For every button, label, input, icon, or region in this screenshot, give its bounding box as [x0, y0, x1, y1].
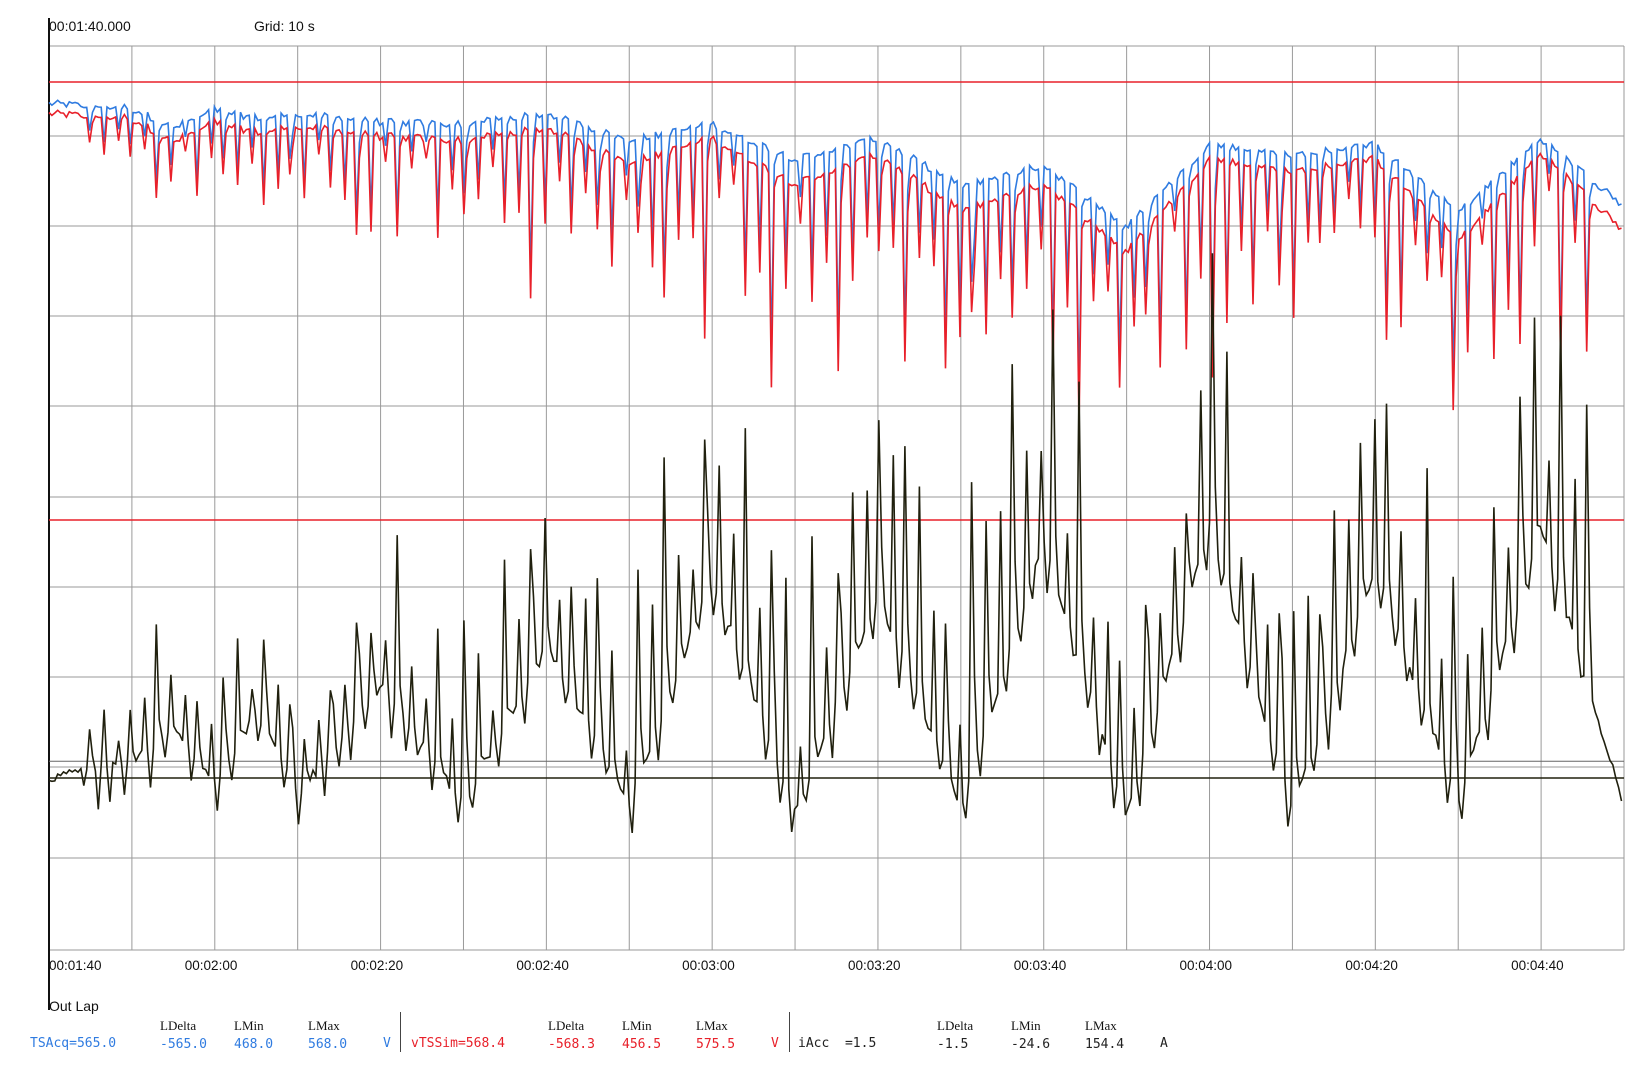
tsacq-value: TSAcq=565.0 — [30, 1036, 117, 1051]
stat-header-ldelta: LDelta — [160, 1018, 197, 1033]
x-tick-label: 00:03:40 — [1014, 958, 1067, 973]
vtssim-lmin: 456.5 — [622, 1037, 662, 1052]
cursor-time: 00:01:40.000 — [49, 18, 131, 34]
series-line-iacc — [48, 253, 1623, 833]
stat-header-lmax: LMax — [696, 1018, 728, 1033]
stats-separator — [789, 1012, 790, 1052]
x-tick-label: 00:02:00 — [185, 958, 238, 973]
stat-header-lmin: LMin — [234, 1018, 264, 1033]
stats-separator — [400, 1012, 401, 1052]
iacc-ldelta: -1.5 — [937, 1037, 969, 1052]
iacc-lmin: -24.6 — [1011, 1037, 1051, 1052]
x-tick-label: 00:04:00 — [1180, 958, 1233, 973]
stat-header-lmax: LMax — [308, 1018, 340, 1033]
series-line-vtssim — [48, 109, 1622, 427]
tsacq-ldelta: -565.0 — [160, 1037, 207, 1052]
x-tick-label: 00:04:20 — [1345, 958, 1398, 973]
vtssim-lmax: 575.5 — [696, 1037, 736, 1052]
iacc-unit: A — [1160, 1036, 1168, 1051]
tsacq-lmax: 568.0 — [308, 1037, 348, 1052]
x-tick-label: 00:02:40 — [516, 958, 569, 973]
tsacq-unit: V — [383, 1036, 391, 1051]
iacc-lmax: 154.4 — [1085, 1037, 1125, 1052]
x-tick-label: 00:04:40 — [1511, 958, 1564, 973]
x-tick-labels: 00:01:40 00:02:00 00:02:20 00:02:40 00:03:00… — [49, 958, 1564, 973]
stat-header-ldelta: LDelta — [937, 1018, 974, 1033]
stat-header-lmin: LMin — [1011, 1018, 1041, 1033]
stat-header-lmax: LMax — [1085, 1018, 1117, 1033]
vtssim-value: vTSSim=568.4 — [411, 1036, 505, 1051]
x-tick-label: 00:03:00 — [682, 958, 735, 973]
vtssim-unit: V — [771, 1036, 779, 1051]
stat-header-lmin: LMin — [622, 1018, 652, 1033]
lap-label: Out Lap — [49, 998, 99, 1014]
x-tick-label: 00:02:20 — [351, 958, 404, 973]
vtssim-ldelta: -568.3 — [548, 1037, 595, 1052]
series-traces — [48, 99, 1623, 833]
stat-header-ldelta: LDelta — [548, 1018, 585, 1033]
x-tick-label: 00:03:20 — [848, 958, 901, 973]
tsacq-lmin: 468.0 — [234, 1037, 274, 1052]
iacc-value: iAcc =1.5 — [798, 1036, 877, 1051]
x-tick-label: 00:01:40 — [49, 958, 102, 973]
grid-label: Grid: 10 s — [254, 18, 315, 34]
